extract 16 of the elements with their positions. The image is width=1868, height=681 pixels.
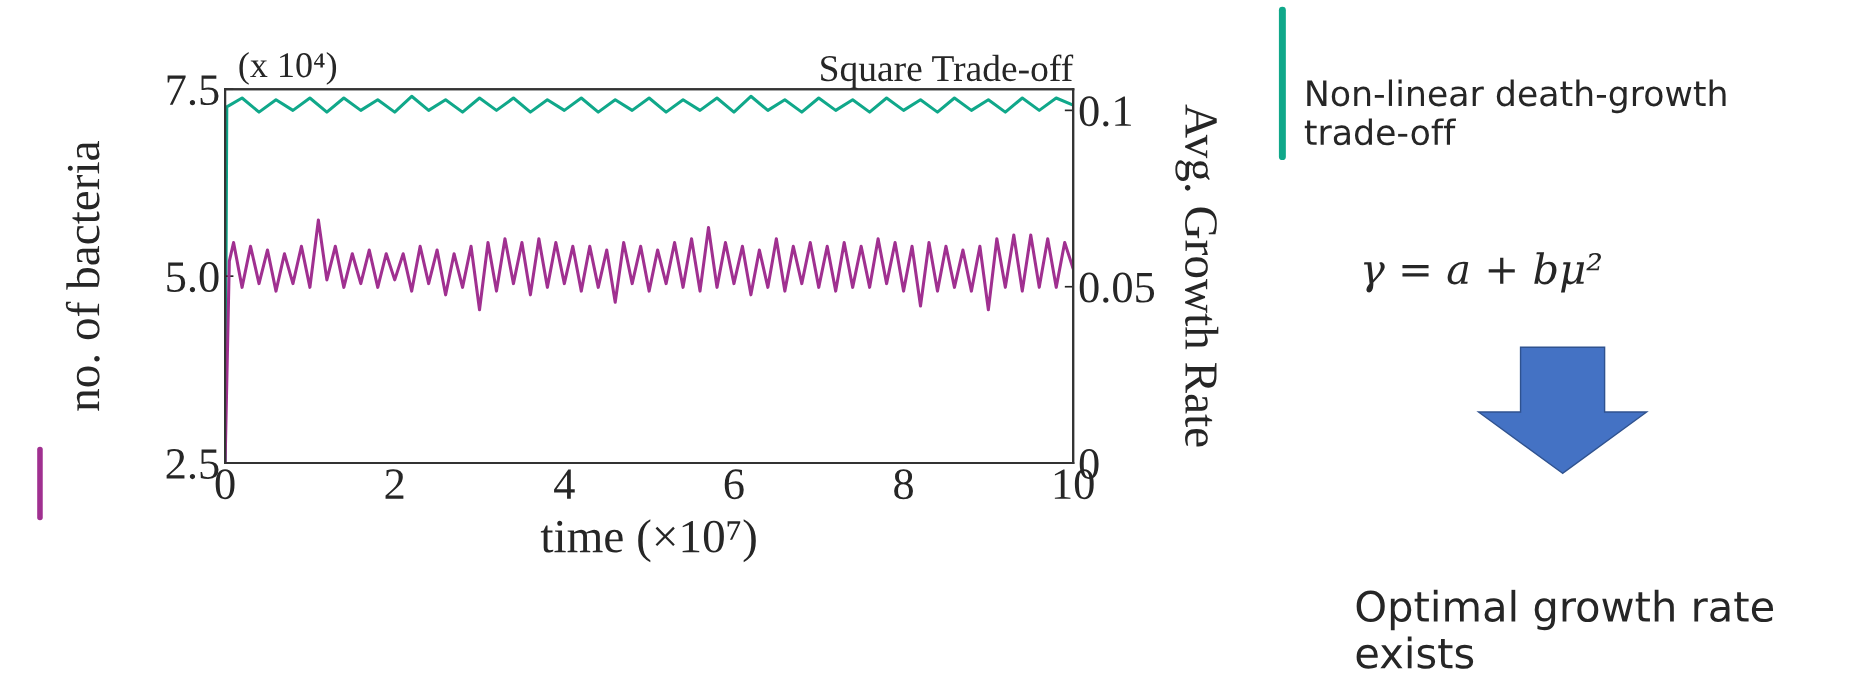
text: γ = a + bμ²	[1363, 252, 1601, 293]
x-tick-label: 6	[724, 469, 744, 500]
x-axis-title: time (×10⁷)	[540, 519, 756, 563]
y2-axis-title: Avg. Growth Rate	[1175, 104, 1219, 447]
text: Optimal growth rate exists	[1356, 589, 1774, 669]
chart-title: Square Trade-off	[821, 54, 1074, 89]
y-tick-label: 7.5	[167, 75, 219, 106]
x-tick-label: 4	[554, 469, 575, 499]
y2-tick-label: 0.1	[1079, 96, 1131, 127]
y-axis-title: no. of bacteria	[65, 141, 100, 411]
text: Non-linear death-growth trade-off	[1304, 79, 1726, 146]
text: (x 10⁴)	[239, 51, 337, 85]
x-tick-label: 2	[385, 469, 404, 499]
y2-tick-label: 0.05	[1079, 272, 1155, 303]
x-tick-label: 8	[894, 469, 913, 500]
y-tick-label: 5.0	[167, 262, 219, 293]
